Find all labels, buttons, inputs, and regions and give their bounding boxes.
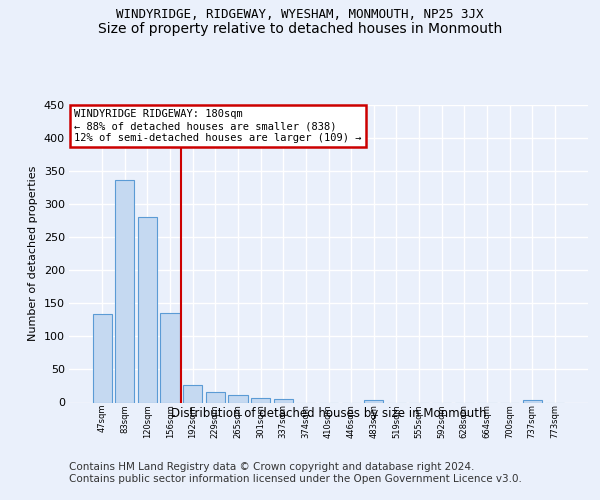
Bar <box>274 399 293 402</box>
Text: WINDYRIDGE RIDGEWAY: 180sqm
← 88% of detached houses are smaller (838)
12% of se: WINDYRIDGE RIDGEWAY: 180sqm ← 88% of det… <box>74 110 362 142</box>
Y-axis label: Number of detached properties: Number of detached properties <box>28 166 38 342</box>
Bar <box>251 398 270 402</box>
Text: Size of property relative to detached houses in Monmouth: Size of property relative to detached ho… <box>98 22 502 36</box>
Bar <box>183 384 202 402</box>
Bar <box>138 216 157 402</box>
Bar <box>160 313 180 402</box>
Text: Contains HM Land Registry data © Crown copyright and database right 2024.
Contai: Contains HM Land Registry data © Crown c… <box>69 462 522 484</box>
Bar <box>92 314 112 402</box>
Bar <box>229 395 248 402</box>
Text: WINDYRIDGE, RIDGEWAY, WYESHAM, MONMOUTH, NP25 3JX: WINDYRIDGE, RIDGEWAY, WYESHAM, MONMOUTH,… <box>116 8 484 20</box>
Bar <box>523 400 542 402</box>
Bar <box>364 400 383 402</box>
Bar <box>206 392 225 402</box>
Text: Distribution of detached houses by size in Monmouth: Distribution of detached houses by size … <box>171 408 487 420</box>
Bar <box>115 180 134 402</box>
